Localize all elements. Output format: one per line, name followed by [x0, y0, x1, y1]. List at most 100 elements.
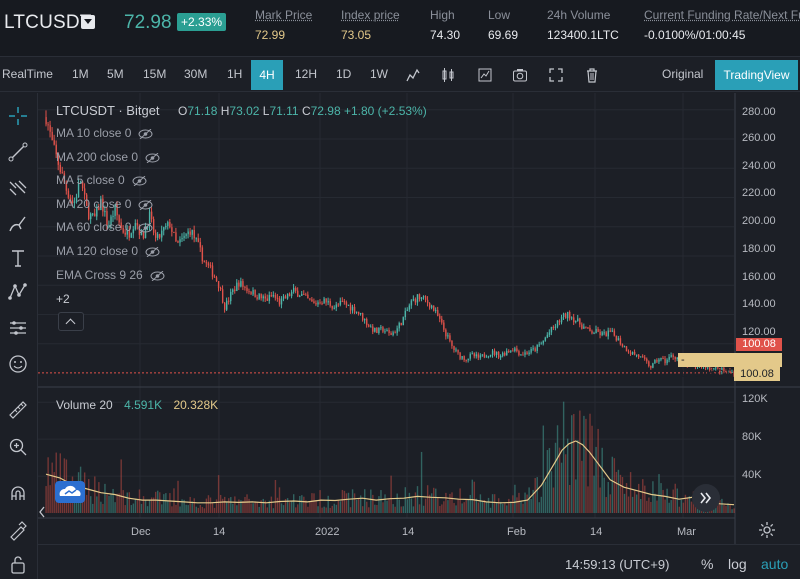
scroll-left-icon[interactable] [38, 505, 46, 519]
symbol-dropdown-icon[interactable] [81, 15, 95, 29]
chart-canvas[interactable] [38, 93, 800, 544]
candle-body [260, 294, 262, 299]
candle-body [290, 291, 293, 297]
eye-hidden-icon[interactable] [145, 246, 160, 257]
trendline-icon[interactable] [7, 141, 29, 163]
eye-hidden-icon[interactable] [138, 199, 153, 210]
volume-bar [309, 501, 311, 513]
candle-body [317, 302, 319, 305]
candle-body [297, 290, 299, 297]
fib-icon[interactable] [7, 177, 29, 199]
stat-label: Mark Price [255, 8, 313, 22]
tf-5m[interactable]: 5M [107, 67, 124, 81]
indicator-ema-cross[interactable]: EMA Cross 9 26 [56, 268, 165, 282]
tf-1d[interactable]: 1D [336, 67, 352, 81]
more-indicators[interactable]: +2 [56, 292, 70, 306]
trash-icon[interactable] [584, 67, 600, 83]
volume-bar [345, 493, 348, 513]
clock[interactable]: 14:59:13 (UTC+9) [565, 557, 670, 572]
candle-body [154, 232, 157, 238]
volume-bar [536, 477, 538, 513]
candle-body [435, 310, 437, 312]
tf-1w[interactable]: 1W [370, 67, 388, 81]
volume-bar [402, 506, 404, 513]
crosshair-icon[interactable] [7, 105, 29, 127]
tf-12h[interactable]: 12H [295, 67, 318, 81]
zoom-in-icon[interactable] [7, 436, 29, 458]
indicator-ma120[interactable]: MA 120 close 0 [56, 244, 160, 258]
collapse-legend-button[interactable] [58, 312, 84, 331]
tf-1m[interactable]: 1M [72, 67, 89, 81]
candle-settings-icon[interactable] [405, 67, 421, 83]
candle-body [230, 291, 232, 302]
candle-body [339, 300, 342, 305]
volume-bar [53, 472, 55, 513]
view-tradingview-button[interactable]: TradingView [715, 60, 798, 90]
eye-hidden-icon[interactable] [145, 152, 160, 163]
candle-body [465, 360, 467, 362]
measure-icon[interactable] [7, 317, 29, 339]
volume-bar [250, 503, 252, 513]
volume-bar [534, 478, 536, 513]
view-original-button[interactable]: Original [662, 67, 704, 81]
text-icon[interactable] [7, 247, 29, 269]
candle-body [471, 353, 473, 355]
price-chart[interactable] [38, 93, 800, 544]
volume-bar [368, 507, 370, 513]
indicator-ma60[interactable]: MA 60 close 0 [56, 220, 153, 234]
volume-bar [575, 479, 577, 513]
tf-4h[interactable]: 4H [251, 60, 283, 90]
log-scale-button[interactable]: log [728, 556, 747, 572]
fullscreen-icon[interactable] [548, 67, 564, 83]
indicator-ma20[interactable]: MA 20 close 0 [56, 197, 153, 211]
emoji-icon[interactable] [7, 353, 29, 375]
candle-body [116, 205, 118, 216]
indicator-ma5[interactable]: MA 5 close 0 [56, 173, 147, 187]
lock-icon[interactable] [7, 553, 29, 575]
candle-body [282, 296, 285, 299]
camera-icon[interactable] [512, 67, 528, 83]
candle-body [53, 140, 55, 145]
pattern-icon[interactable] [7, 281, 29, 303]
volume-bar [439, 506, 441, 513]
eye-hidden-icon[interactable] [132, 175, 147, 186]
tf-30m[interactable]: 30M [184, 67, 208, 81]
candle-body [674, 356, 676, 360]
indicator-ma10[interactable]: MA 10 close 0 [56, 126, 153, 140]
ruler-icon[interactable] [7, 399, 29, 421]
candle-body [605, 332, 607, 337]
candle-body [357, 311, 360, 315]
volume-bar [165, 493, 167, 513]
brush-icon[interactable] [7, 213, 29, 235]
auto-scale-button[interactable]: auto [761, 556, 789, 572]
volume-bar [475, 498, 478, 513]
magnet-icon[interactable] [7, 483, 29, 505]
candle-body [416, 294, 419, 303]
volume-bar [623, 493, 626, 513]
tf-1h[interactable]: 1H [227, 67, 243, 81]
symbol-name[interactable]: LTCUSDT [4, 12, 92, 33]
compare-icon[interactable] [477, 67, 493, 83]
stat-value: 74.30 [430, 28, 461, 42]
eye-hidden-icon[interactable] [138, 128, 153, 139]
eye-hidden-icon[interactable] [150, 270, 165, 281]
lock-draw-icon[interactable] [7, 519, 29, 541]
y-tick: 260.00 [742, 132, 776, 144]
candle-body [554, 326, 557, 328]
volume-bar [595, 446, 597, 513]
gear-icon[interactable] [758, 521, 776, 539]
volume-bar [100, 501, 102, 513]
eye-hidden-icon[interactable] [138, 222, 153, 233]
tf-realtime[interactable]: RealTime [2, 67, 53, 81]
indicator-label: MA 60 close 0 [56, 220, 132, 234]
candle-body [522, 354, 524, 356]
candle-body [526, 352, 528, 355]
candle-body [414, 299, 417, 303]
candle-body [307, 294, 309, 299]
scroll-to-realtime-icon[interactable] [692, 484, 720, 512]
candle-body [398, 322, 400, 329]
indicator-ma200[interactable]: MA 200 close 0 [56, 150, 160, 164]
percent-scale-button[interactable]: % [701, 556, 714, 572]
indicator-icon[interactable] [440, 67, 456, 83]
tf-15m[interactable]: 15M [143, 67, 167, 81]
